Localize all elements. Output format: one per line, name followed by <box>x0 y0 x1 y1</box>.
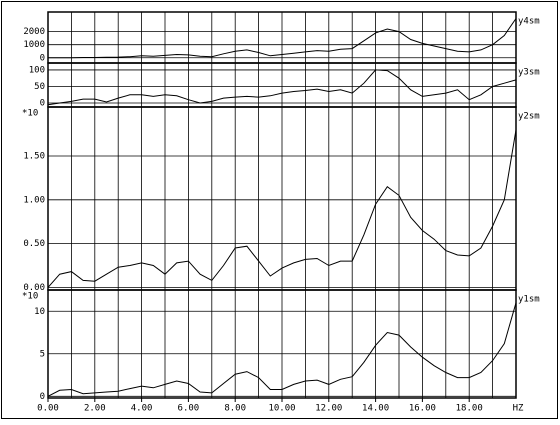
y-multiplier: *10 <box>22 109 38 119</box>
series-line <box>47 69 517 106</box>
y-tick-label: 100 <box>29 65 45 75</box>
x-tick-label: 4.00 <box>131 404 153 414</box>
series-line <box>47 129 517 288</box>
x-tick-label: 12.00 <box>315 404 342 414</box>
series-line <box>47 302 517 397</box>
y-multiplier: *10 <box>22 292 38 302</box>
frame <box>1 1 558 419</box>
x-tick-label: 0.00 <box>37 404 59 414</box>
series-name: y2sm <box>518 112 540 122</box>
series-line <box>48 18 517 59</box>
series-name: y1sm <box>518 295 540 305</box>
x-axis-label: HZ <box>513 404 524 414</box>
series-name: y4sm <box>518 17 540 27</box>
y-tick-label: 0 <box>40 99 45 109</box>
y-tick-label: 1.00 <box>23 195 45 205</box>
y-tick-label: 5 <box>40 349 45 359</box>
y-tick-label: 0 <box>40 53 45 63</box>
panel-border <box>47 289 517 399</box>
series-name: y3sm <box>518 68 540 78</box>
y-tick-label: 0 <box>40 392 45 402</box>
x-tick-label: 8.00 <box>224 404 246 414</box>
y-tick-label: 50 <box>34 82 45 92</box>
y-tick-label: 1.50 <box>23 152 45 162</box>
y-tick-label: 2000 <box>23 27 45 37</box>
y-tick-label: 0.50 <box>23 239 45 249</box>
x-tick-label: 14.00 <box>362 404 389 414</box>
x-tick-label: 10.00 <box>268 404 295 414</box>
x-tick-label: 18.00 <box>456 404 483 414</box>
x-tick-label: 2.00 <box>84 404 106 414</box>
y-tick-label: 1000 <box>23 40 45 50</box>
x-tick-label: 16.00 <box>409 404 436 414</box>
y-tick-label: 0.00 <box>23 283 45 293</box>
y-tick-label: 10 <box>34 307 45 317</box>
x-tick-label: 6.00 <box>178 404 200 414</box>
